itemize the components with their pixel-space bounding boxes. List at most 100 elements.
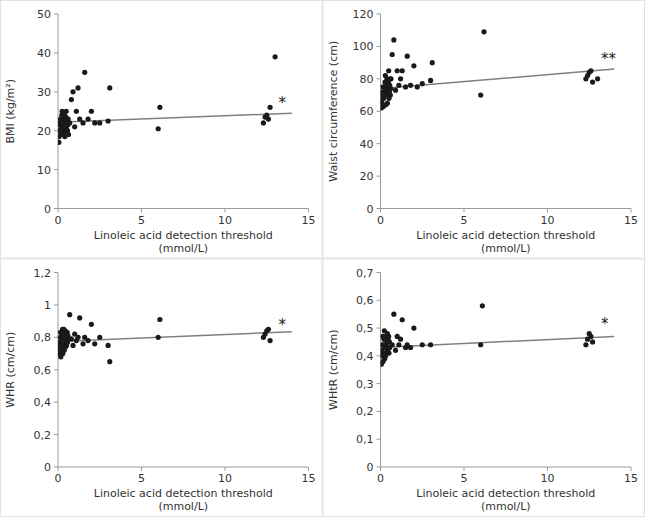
scatter-point [590,339,595,344]
x-tick [141,209,142,213]
y-tick [377,467,381,468]
x-tick-label: 10 [218,472,232,485]
scatter-point [420,81,425,86]
y-tick-label: 20 [37,125,51,138]
panel-border [1,1,323,259]
scatter-point [428,78,433,83]
x-axis-label-line: (mmol/L) [158,500,208,513]
y-axis-label: WHtR (cm/cm) [327,330,340,410]
y-tick-label: 0,6 [34,364,52,377]
scatter-point [72,124,77,129]
scatter-point [478,92,483,97]
background [0,0,645,517]
scatter-point [64,109,69,114]
x-tick [308,209,309,213]
x-tick [308,467,309,471]
trend-line [58,332,292,342]
y-tick [54,402,58,403]
x-tick-label: 10 [541,214,555,227]
scatter-point [266,327,271,332]
scatter-point [400,68,405,73]
x-axis-label-line: Linoleic acid detection threshold [94,487,273,500]
scatter-point [398,76,403,81]
x-tick [58,209,59,213]
x-tick-label: 10 [541,472,555,485]
scatter-point [69,336,74,341]
scatter-point [80,120,85,125]
significance-annotation: * [278,316,286,334]
trend-line [381,336,615,347]
scatter-point [411,325,416,330]
scatter-point [75,335,80,340]
y-tick [377,14,381,15]
scatter-point [391,312,396,317]
y-tick [54,272,58,273]
scatter-point [478,342,483,347]
scatter-point [385,101,390,106]
scatter-point [388,76,393,81]
x-tick-label: 15 [302,214,316,227]
scatter-point [82,70,87,75]
scatter-point [261,120,266,125]
x-tick-label: 5 [138,472,145,485]
scatter-point [590,79,595,84]
y-tick-label: 60 [360,105,374,118]
x-tick [631,209,632,213]
significance-annotation: * [278,94,286,112]
scatter-point [77,315,82,320]
panel: 05101500,20,40,60,811,2Linoleic acid det… [1,259,323,517]
scatter-point [157,105,162,110]
scatter-point [386,350,391,355]
y-tick [377,111,381,112]
x-tick-label: 10 [218,214,232,227]
x-tick-label: 0 [55,214,62,227]
x-axis-label: Linoleic acid detection threshold(mmol/L… [94,487,273,513]
scatter-point [405,54,410,59]
scatter-point [388,92,393,97]
y-tick-label: 0 [367,461,374,474]
scatter-point [400,317,405,322]
x-tick [225,209,226,213]
x-tick-label: 0 [55,472,62,485]
scatter-point [391,37,396,42]
y-tick-label: 1 [44,299,51,312]
x-axis-label: Linoleic acid detection threshold(mmol/L… [416,229,595,255]
y-tick [54,52,58,53]
y-tick-label: 40 [360,138,374,151]
scatter-point [595,76,600,81]
y-axis-line [380,273,381,468]
x-tick [380,467,381,471]
plot-area [381,303,615,367]
panel: 05101500,10,20,30,40,50,60,7Linoleic aci… [323,259,645,517]
x-tick-label: 15 [624,214,638,227]
y-tick [377,208,381,209]
significance-annotation: ** [601,50,617,68]
plot-area [381,29,615,110]
scatter-point [156,126,161,131]
x-axis-label: Linoleic acid detection threshold(mmol/L… [416,487,595,513]
y-tick-label: 0,6 [356,294,374,307]
scatter-point [67,120,72,125]
x-axis-line [58,467,309,468]
y-tick-label: 50 [37,8,51,21]
scatter-point [420,342,425,347]
scatter-point [390,342,395,347]
scatter-point [85,338,90,343]
scatter-point [408,83,413,88]
scatter-point [267,105,272,110]
scatter-point [66,132,71,137]
x-axis-label-line: (mmol/L) [481,500,531,513]
x-axis-line [381,208,632,209]
scatter-point [398,337,403,342]
scatter-point [67,312,72,317]
scatter-point [69,97,74,102]
y-tick-label: 0,3 [356,378,374,391]
y-tick [54,467,58,468]
y-tick [377,439,381,440]
scatter-point [156,335,161,340]
x-axis-line [381,467,632,468]
scatter-point [266,116,271,121]
y-tick-label: 0,4 [34,396,52,409]
scatter-point [97,120,102,125]
trend-line [381,69,615,88]
